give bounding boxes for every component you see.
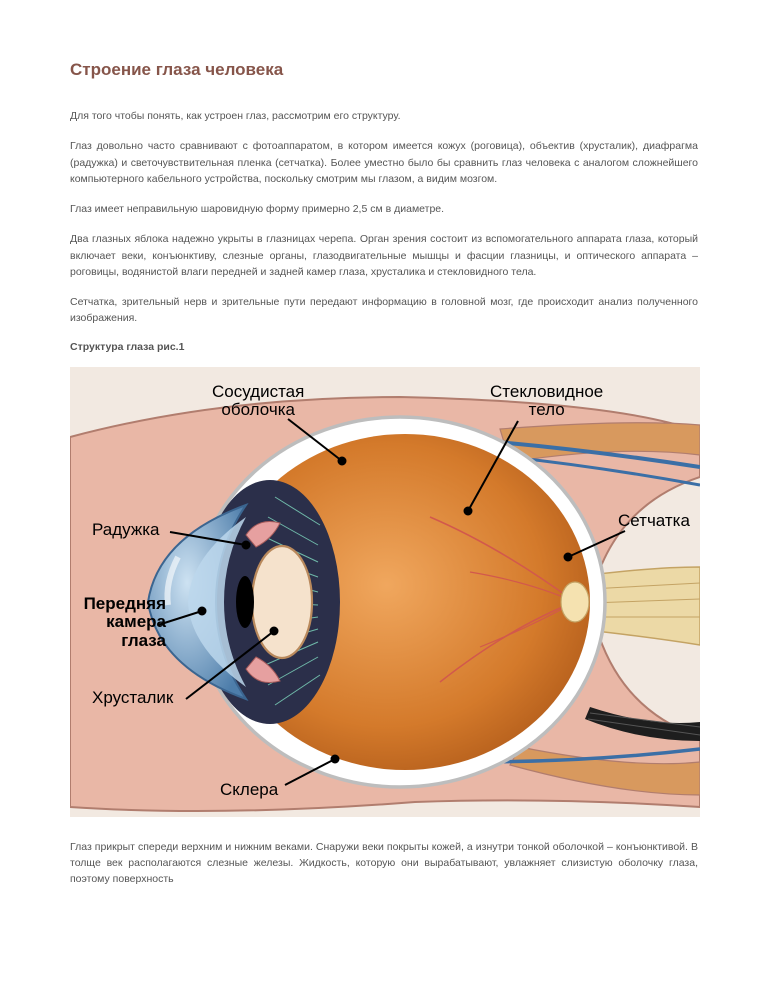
- label-anterior: Передняя камера глаза: [76, 595, 166, 651]
- page-title: Строение глаза человека: [70, 60, 698, 80]
- label-choroid: Сосудистая оболочка: [212, 383, 304, 420]
- label-retina: Сетчатка: [618, 512, 690, 531]
- figure-caption: Структура глаза рис.1: [70, 341, 698, 353]
- paragraph: Глаз имеет неправильную шаровидную форму…: [70, 201, 698, 217]
- paragraph: Два глазных яблока надежно укрыты в глаз…: [70, 231, 698, 280]
- paragraph: Сетчатка, зрительный нерв и зрительные п…: [70, 294, 698, 327]
- eye-svg: [70, 367, 700, 817]
- label-vitreous: Стекловидное тело: [490, 383, 603, 420]
- label-iris: Радужка: [92, 521, 159, 540]
- eye-diagram: Сосудистая оболочка Стекловидное тело Ра…: [70, 367, 700, 817]
- paragraph: Глаз прикрыт спереди верхним и нижним ве…: [70, 839, 698, 888]
- label-sclera: Склера: [220, 781, 278, 800]
- paragraph: Для того чтобы понять, как устроен глаз,…: [70, 108, 698, 124]
- label-lens: Хрусталик: [92, 689, 173, 708]
- paragraph: Глаз довольно часто сравнивают с фотоапп…: [70, 138, 698, 187]
